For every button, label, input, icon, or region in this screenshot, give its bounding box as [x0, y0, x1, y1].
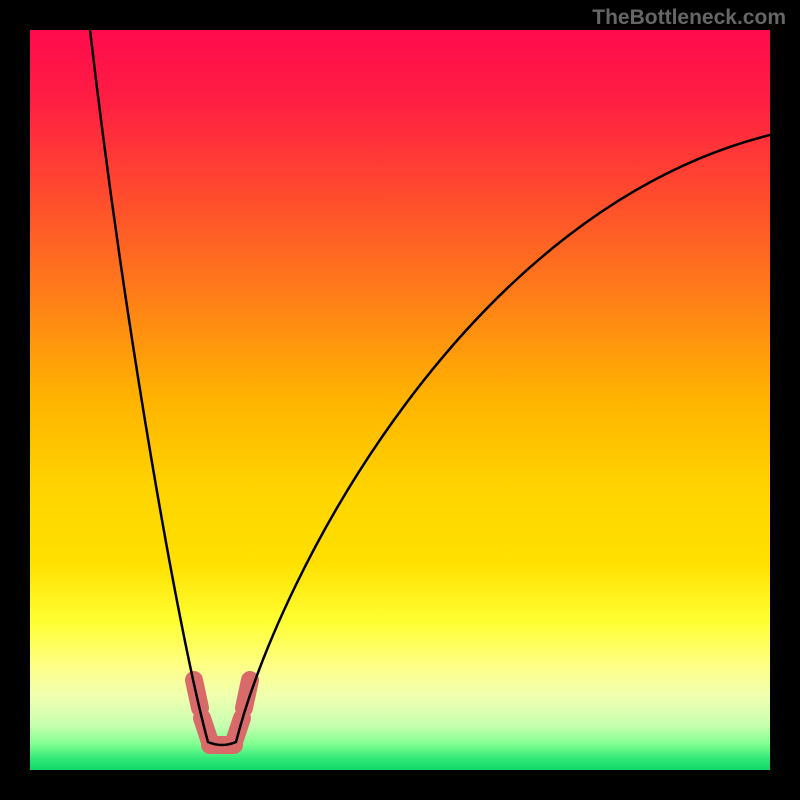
- chart-frame: TheBottleneck.com: [0, 0, 800, 800]
- watermark-text: TheBottleneck.com: [592, 6, 786, 30]
- plot-svg: [30, 30, 770, 770]
- plot-area: [30, 30, 770, 770]
